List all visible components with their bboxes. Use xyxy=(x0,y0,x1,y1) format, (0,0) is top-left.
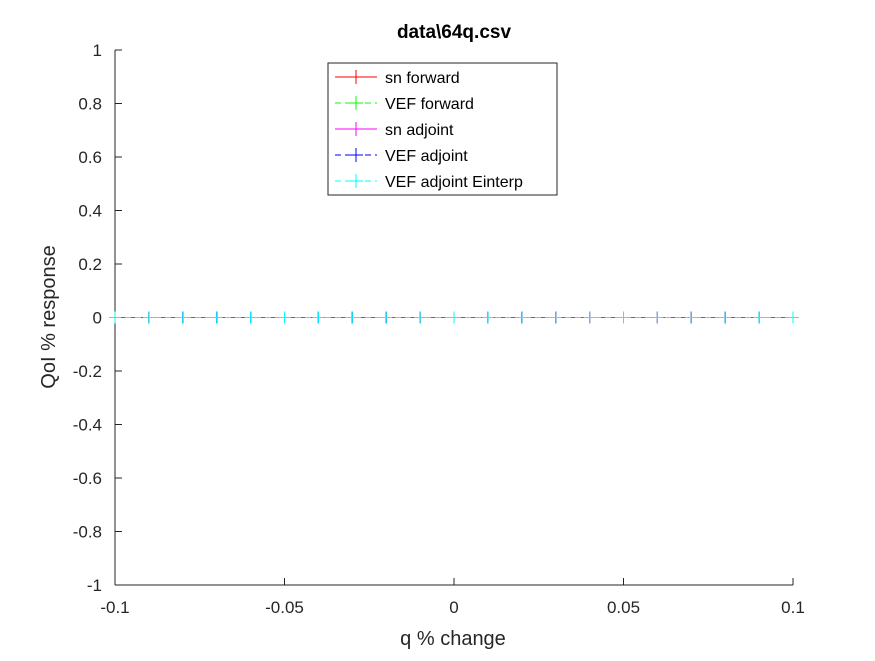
data-point xyxy=(109,311,121,324)
y-tick-label: -0.2 xyxy=(73,362,102,381)
legend-label: VEF adjoint Einterp xyxy=(385,174,523,191)
y-tick-label: -0.8 xyxy=(73,523,102,542)
data-point xyxy=(481,311,494,324)
data-point xyxy=(244,311,257,324)
data-point xyxy=(549,311,562,324)
data-point xyxy=(719,311,732,324)
data-point xyxy=(685,311,698,324)
y-tick-label: -0.4 xyxy=(73,416,102,435)
plot-series xyxy=(109,311,799,324)
data-point xyxy=(142,311,155,324)
legend-entry: sn forward xyxy=(335,70,460,87)
y-tick-label: 0.8 xyxy=(78,95,102,114)
data-point xyxy=(312,311,325,324)
series-vef-adjoint-einterp xyxy=(109,311,799,324)
data-point xyxy=(583,311,596,324)
y-tick-label: 0.4 xyxy=(78,202,102,221)
data-point xyxy=(787,311,799,324)
axes: -1 -0.8 -0.6 -0.4 -0.2 0 0.2 0.4 0.6 0.8 1 -0.1 -0.0… xyxy=(73,41,805,617)
data-point xyxy=(278,311,291,324)
data-point xyxy=(210,311,223,324)
y-tick-label: 0 xyxy=(93,309,102,328)
legend-entry: VEF adjoint xyxy=(335,148,468,165)
data-point xyxy=(753,311,766,324)
data-point xyxy=(346,311,359,324)
x-tick-label: 0.1 xyxy=(781,598,805,617)
data-point xyxy=(414,311,427,324)
x-axis-label: q % change xyxy=(400,628,506,650)
data-point xyxy=(651,311,664,324)
y-tick-label: 0.2 xyxy=(78,255,102,274)
legend-entry: VEF adjoint Einterp xyxy=(335,174,523,191)
legend-entry: VEF forward xyxy=(335,96,474,113)
x-tick-label: -0.1 xyxy=(100,598,129,617)
legend-entry: sn adjoint xyxy=(335,122,454,139)
legend-label: sn adjoint xyxy=(385,122,454,139)
data-point xyxy=(617,311,630,324)
legend-label: VEF adjoint xyxy=(385,148,468,165)
legend-label: sn forward xyxy=(385,70,460,87)
y-axis-label: QoI % response xyxy=(38,245,60,388)
legend-label: VEF forward xyxy=(385,96,474,113)
data-point xyxy=(176,311,189,324)
legend: sn forward VEF forward sn adjoint VEF adjoi… xyxy=(327,62,558,196)
x-tick-label: 0.05 xyxy=(607,598,640,617)
y-tick-label: 0.6 xyxy=(78,148,102,167)
y-tick-label: -0.6 xyxy=(73,469,102,488)
x-tick-label: 0 xyxy=(449,598,458,617)
data-point xyxy=(515,311,528,324)
y-tick-label: -1 xyxy=(87,576,102,595)
x-tick-label: -0.05 xyxy=(265,598,304,617)
y-tick-label: 1 xyxy=(93,41,102,60)
data-point xyxy=(448,311,460,324)
data-point xyxy=(380,311,393,324)
chart-title: data\64q.csv xyxy=(397,22,511,43)
